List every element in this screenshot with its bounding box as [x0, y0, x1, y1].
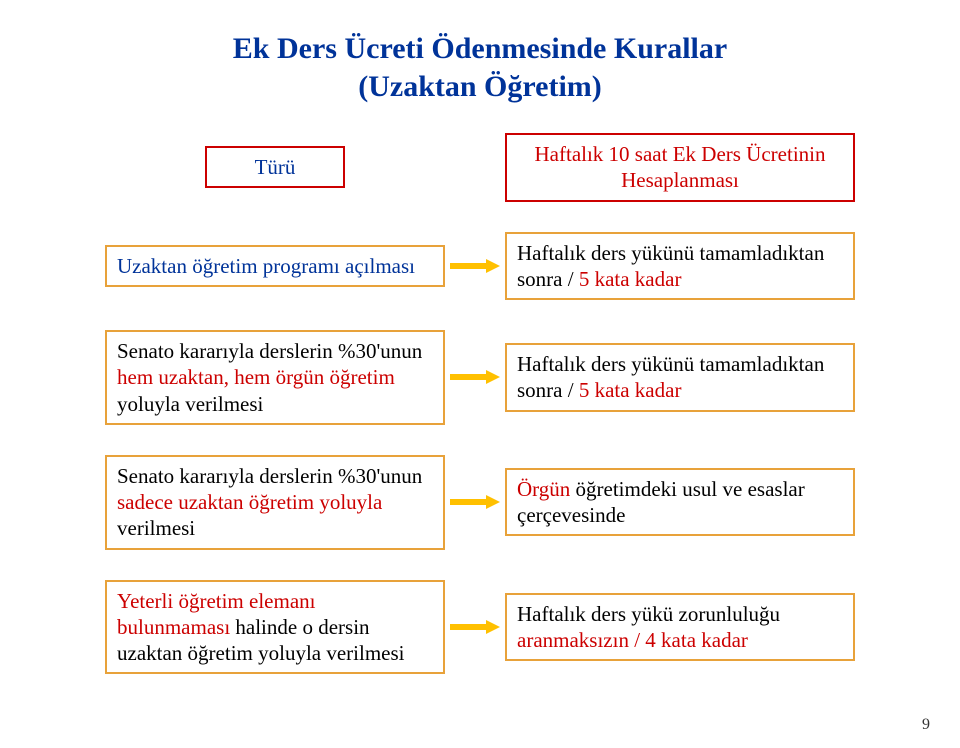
page-title: Ek Ders Ücreti Ödenmesinde Kurallar (Uza… [60, 30, 900, 105]
row1-arrow-cell [445, 259, 505, 273]
arrow-right-icon [450, 495, 500, 509]
page-number: 9 [922, 716, 930, 734]
row4-right-a: Haftalık ders yükü zorunluluğu [517, 602, 780, 626]
diagram-grid: Türü Haftalık 10 saat Ek Ders Ücretinin … [60, 133, 900, 674]
header-right-line2: Hesaplanması [517, 167, 843, 193]
row2-arrow-cell [445, 370, 505, 384]
row2-right-box: Haftalık ders yükünü tamamladıktan sonra… [505, 343, 855, 412]
row3-right-box: Örgün öğretimdeki usul ve esaslar çerçev… [505, 468, 855, 537]
row1-left-label: Uzaktan öğretim programı açılması [117, 254, 415, 278]
row2-left-c: yoluyla verilmesi [117, 392, 263, 416]
row3-left-c: verilmesi [117, 516, 195, 540]
row4-right-b: aranmaksızın / 4 kata kadar [517, 628, 748, 652]
row2-left-box: Senato kararıyla derslerin %30'unun hem … [105, 330, 445, 425]
row1-left-box: Uzaktan öğretim programı açılması [105, 245, 445, 287]
row4-arrow-cell [445, 620, 505, 634]
row2-right-b: 5 kata kadar [579, 378, 682, 402]
title-line-2: (Uzaktan Öğretim) [60, 68, 900, 106]
row1-right-box: Haftalık ders yükünü tamamladıktan sonra… [505, 232, 855, 301]
row1-right-b: 5 kata kadar [579, 267, 682, 291]
row4-right-box: Haftalık ders yükü zorunluluğu aranmaksı… [505, 593, 855, 662]
row3-arrow-cell [445, 495, 505, 509]
arrow-right-icon [450, 620, 500, 634]
title-line-1: Ek Ders Ücreti Ödenmesinde Kurallar [60, 30, 900, 68]
row2-left-b: hem uzaktan, hem örgün öğretim [117, 365, 395, 389]
header-left-label: Türü [255, 155, 296, 179]
row2-left-a: Senato kararıyla derslerin %30'unun [117, 339, 422, 363]
header-right-box: Haftalık 10 saat Ek Ders Ücretinin Hesap… [505, 133, 855, 202]
row4-left-box: Yeterli öğretim elemanı bulunmaması hali… [105, 580, 445, 675]
header-right-line1: Haftalık 10 saat Ek Ders Ücretinin [517, 141, 843, 167]
row3-right-a: Örgün [517, 477, 576, 501]
row3-left-box: Senato kararıyla derslerin %30'unun sade… [105, 455, 445, 550]
row3-left-a: Senato kararıyla derslerin %30'unun [117, 464, 422, 488]
header-left-box: Türü [205, 146, 345, 188]
arrow-right-icon [450, 259, 500, 273]
row3-left-b: sadece uzaktan öğretim yoluyla [117, 490, 382, 514]
arrow-right-icon [450, 370, 500, 384]
